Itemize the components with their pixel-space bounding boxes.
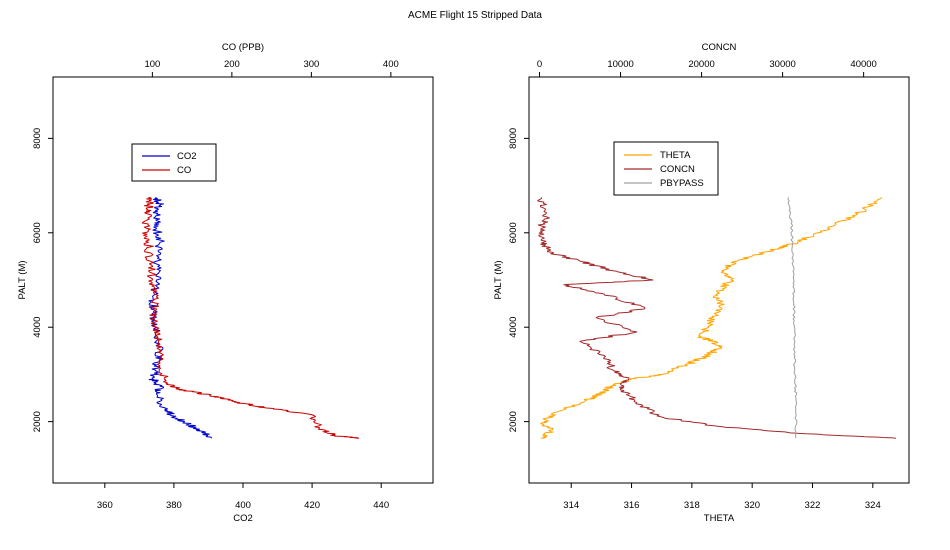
left-legend-label-co2: CO2 [177,151,197,162]
left-series-co2 [148,196,213,439]
right-series-theta [540,197,883,439]
right-xtick-top-label: 20000 [688,59,714,70]
left-legend-box [131,143,217,182]
right-xtick-bottom-label: 314 [563,500,579,511]
left-xtick-bottom-label: 400 [235,500,251,511]
left-xtick-top-label: 400 [383,59,399,70]
right-legend: THETA CONCN PBYPASS [613,141,719,196]
left-xtick-top-label: 300 [303,59,319,70]
right-series [537,197,897,439]
left-ytick-label: 8000 [32,128,43,149]
left-y-axis-label: PALT (M) [17,260,28,299]
left-xtick-bottom-label: 440 [373,500,389,511]
right-xtick-top-label: 30000 [769,59,795,70]
right-y-axis-label: PALT (M) [493,260,504,299]
right-xtick-top-label: 40000 [850,59,876,70]
right-ytick-label: 8000 [508,128,519,149]
left-legend-label-co: CO [177,165,191,176]
right-legend-label-theta: THETA [660,150,691,161]
right-xtick-bottom-label: 320 [744,500,760,511]
right-xtick-top-label: 0 [537,59,542,70]
right-xtick-top-label: 10000 [607,59,633,70]
right-top-axis-label: CONCN [702,42,737,53]
left-ytick-label: 6000 [32,222,43,243]
right-series-pbypass [787,197,798,439]
left-top-axis-label: CO (PPB) [222,42,264,53]
left-bottom-axis-label: CO2 [233,513,253,524]
left-xtick-top-label: 100 [144,59,160,70]
left-ytick-label: 4000 [32,317,43,338]
left-xtick-bottom-label: 420 [304,500,320,511]
left-series-co [141,196,360,439]
right-chart: CONCN THETA PALT (M) 314 316 318 320 322 324 0… [493,42,910,524]
right-xtick-bottom-label: 324 [865,500,881,511]
right-ytick-label: 4000 [508,317,519,338]
right-legend-label-pbypass: PBYPASS [660,178,704,189]
right-bottom-axis-label: THETA [704,513,735,524]
left-ticks: 360 380 400 420 440 100 200 300 400 2000 4000 6000 8… [32,59,399,511]
right-plot-frame [528,76,910,484]
right-ytick-label: 6000 [508,222,519,243]
right-legend-label-concn: CONCN [660,164,695,175]
left-plot-frame [52,76,434,484]
left-series [141,196,360,439]
left-xtick-bottom-label: 360 [97,500,113,511]
left-legend: CO2 CO [131,143,217,182]
right-xtick-bottom-label: 322 [805,500,821,511]
right-xtick-bottom-label: 318 [684,500,700,511]
right-ytick-label: 2000 [508,411,519,432]
left-xtick-top-label: 200 [224,59,240,70]
right-series-concn [537,197,897,439]
figure-title: ACME Flight 15 Stripped Data [408,10,542,21]
left-ytick-label: 2000 [32,411,43,432]
left-xtick-bottom-label: 380 [166,500,182,511]
right-ticks: 314 316 318 320 322 324 0 10000 20000 30000 40000 2… [508,59,881,511]
right-xtick-bottom-label: 316 [624,500,640,511]
left-chart: CO (PPB) CO2 PALT (M) 360 380 400 420 440 100… [17,42,434,524]
